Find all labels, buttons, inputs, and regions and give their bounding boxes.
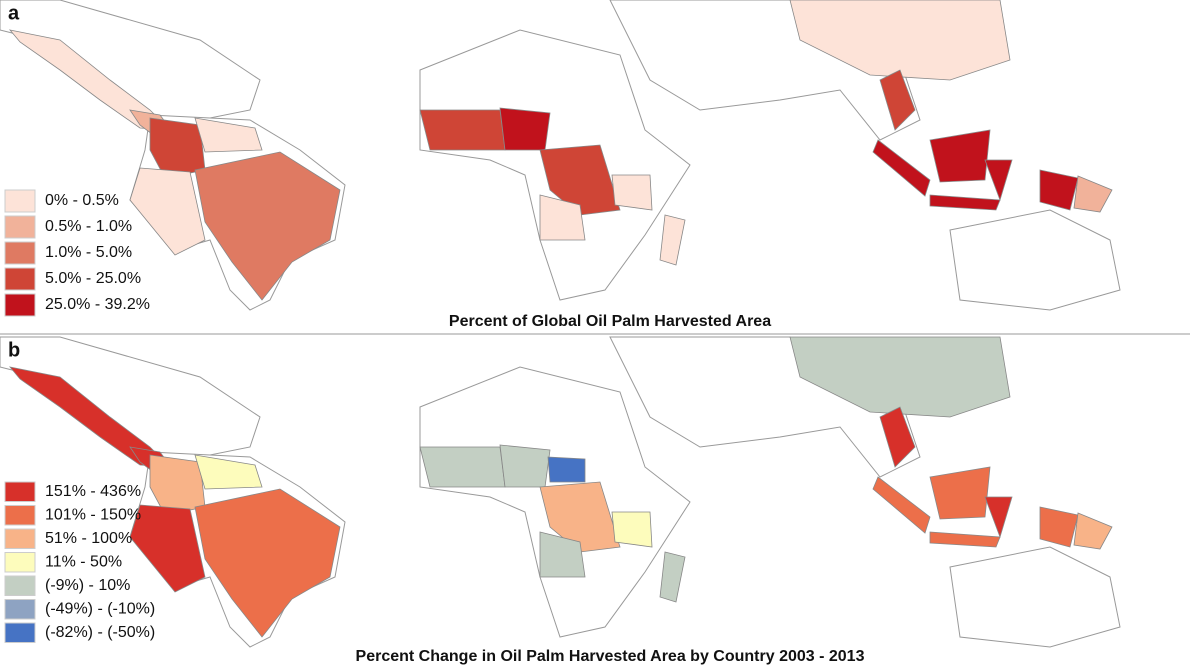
legend-label: 11% - 50%	[45, 553, 122, 570]
venezuela	[194, 117, 263, 153]
madagascar	[659, 214, 686, 266]
legend-label: 101% - 150%	[45, 506, 141, 523]
brazil	[194, 151, 341, 301]
panel-b: b 151% - 436% 101% - 150% 51% - 100% 11% - 5…	[0, 336, 1121, 665]
legend-swatch	[4, 622, 36, 643]
sulawesi	[984, 159, 1013, 202]
sulawesi	[984, 496, 1013, 539]
legend-label: 151% - 436%	[45, 483, 141, 500]
legend-label: (-49%) - (-10%)	[45, 600, 155, 617]
borneo	[929, 129, 991, 183]
car	[547, 456, 586, 483]
png	[1073, 512, 1113, 550]
legend-swatch	[4, 293, 36, 317]
madagascar	[659, 551, 686, 603]
legend-swatch	[4, 267, 36, 291]
legend-swatch	[4, 552, 36, 573]
china	[789, 0, 1011, 81]
legend-label: 25.0% - 39.2%	[45, 296, 150, 313]
legend-label: (-82%) - (-50%)	[45, 624, 155, 641]
legend-swatch	[4, 481, 36, 502]
angola	[539, 194, 586, 241]
legend-label: (-9%) - 10%	[45, 577, 130, 594]
legend-swatch	[4, 241, 36, 265]
land	[949, 209, 1121, 311]
west-africa	[419, 109, 506, 151]
panel-a: a 0% - 0.5% 0.5% - 1.0% 1.0% - 5.0% 5.0% - 2…	[0, 0, 1121, 330]
legend-swatch	[4, 599, 36, 620]
png	[1073, 175, 1113, 213]
legend-swatch	[4, 505, 36, 526]
angola	[539, 531, 586, 578]
papua	[1039, 506, 1079, 548]
legend-label: 1.0% - 5.0%	[45, 244, 132, 261]
nigeria	[499, 444, 551, 488]
tanzania	[611, 174, 653, 211]
papua	[1039, 169, 1079, 211]
thailand	[879, 406, 916, 468]
venezuela	[194, 454, 263, 490]
legend-swatch	[4, 189, 36, 213]
panel-title: Percent Change in Oil Palm Harvested Are…	[356, 648, 865, 665]
land	[949, 546, 1121, 648]
legend-label: 5.0% - 25.0%	[45, 270, 141, 287]
nigeria	[499, 107, 551, 151]
brazil	[194, 488, 341, 638]
panel-label: a	[8, 2, 20, 24]
legend-label: 0% - 0.5%	[45, 192, 119, 209]
thailand	[879, 69, 916, 131]
drc	[539, 481, 621, 553]
panel-label: b	[8, 339, 20, 361]
legend-label: 0.5% - 1.0%	[45, 218, 132, 235]
drc	[539, 144, 621, 216]
peru	[129, 167, 206, 256]
borneo	[929, 466, 991, 520]
tanzania	[611, 511, 653, 548]
legend-swatch	[4, 528, 36, 549]
legend-swatch	[4, 215, 36, 239]
java	[929, 531, 1001, 548]
sumatra	[872, 476, 931, 534]
peru	[129, 504, 206, 593]
legend-swatch	[4, 575, 36, 596]
sumatra	[872, 139, 931, 197]
china	[789, 336, 1011, 418]
java	[929, 194, 1001, 211]
legend-label: 51% - 100%	[45, 530, 132, 547]
west-africa	[419, 446, 506, 488]
panel-title: Percent of Global Oil Palm Harvested Are…	[449, 313, 771, 330]
